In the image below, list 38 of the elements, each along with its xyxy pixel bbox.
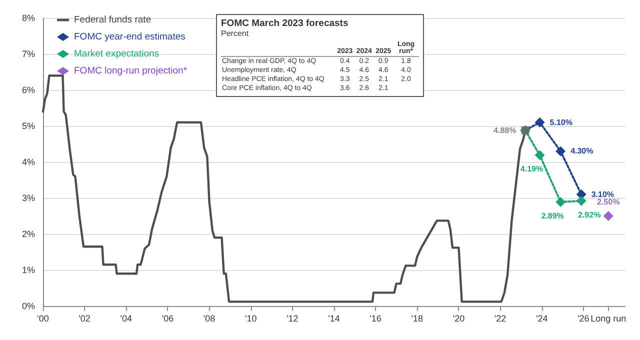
x-tick-label: '18 (411, 314, 424, 324)
x-tick-label: '22 (494, 314, 506, 324)
data-label: 5.10% (550, 118, 572, 127)
y-tick-label: 1% (22, 265, 35, 275)
data-label: 3.10% (591, 190, 614, 199)
data-label: 2.50% (597, 198, 620, 206)
data-label: 2.92% (578, 210, 601, 220)
y-tick-label: 7% (22, 49, 35, 59)
data-label: 2.89% (541, 211, 564, 220)
legend-label: FOMC year-end estimates (74, 32, 186, 42)
y-tick-label: 3% (22, 193, 35, 203)
x-tick-label: '26 (578, 314, 590, 324)
x-tick-label: '02 (78, 314, 90, 324)
data-label: 4.19% (520, 164, 544, 174)
x-tick-label: '10 (244, 314, 257, 324)
legend-label: Market expectations (74, 48, 160, 60)
data-label: 4.30% (570, 146, 594, 156)
legend-label: Federal funds rate (74, 14, 152, 26)
y-tick-label: 0% (22, 301, 35, 311)
y-tick-label: 5% (22, 121, 35, 131)
x-tick-label: '00 (37, 314, 49, 324)
x-tick-label: '12 (286, 314, 298, 324)
y-tick-label: 2% (22, 229, 35, 239)
x-tick-label: '24 (536, 314, 548, 324)
x-tick-label: '04 (120, 314, 132, 324)
text: Percent (221, 29, 250, 38)
y-tick-label: 6% (22, 85, 35, 95)
text: FOMC March 2023 forecasts (221, 18, 350, 29)
x-tick-label: '20 (452, 314, 465, 324)
legend-label: FOMC long-run projection* (74, 66, 188, 76)
y-tick-label: 4% (22, 157, 35, 167)
x-tick-label: '06 (162, 314, 174, 324)
x-tick-label: Long run (590, 314, 626, 324)
x-tick-label: '14 (328, 314, 340, 324)
y-tick-label: 8% (22, 13, 35, 23)
data-label: 4.88% (494, 126, 516, 135)
x-tick-label: '08 (203, 314, 216, 324)
x-tick-label: '16 (370, 314, 382, 324)
